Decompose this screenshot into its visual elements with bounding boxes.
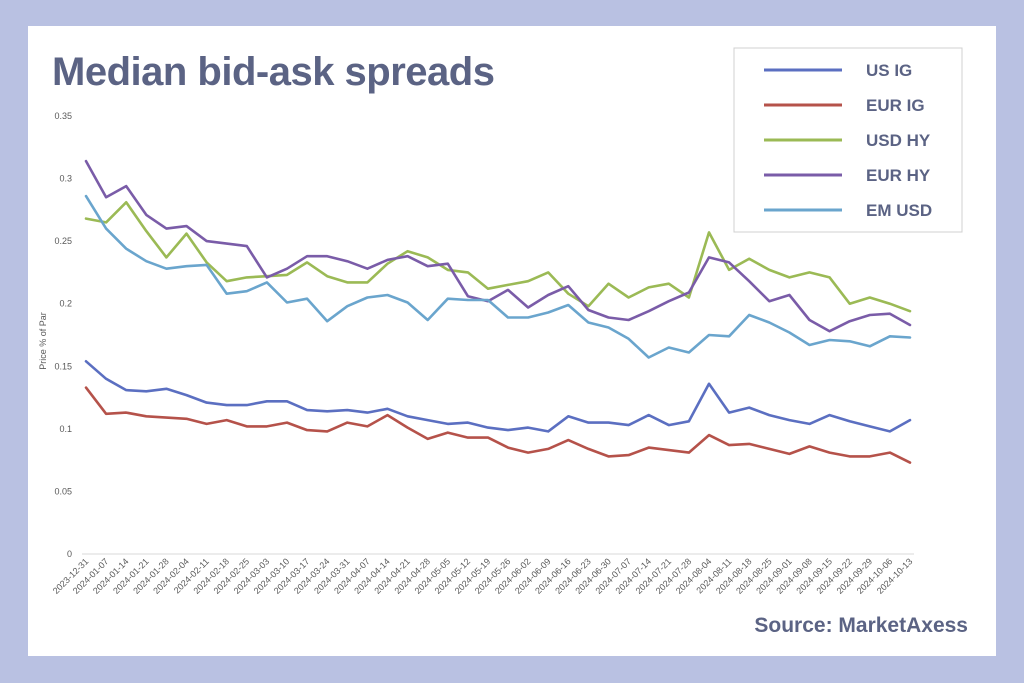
legend-label: EM USD — [866, 201, 932, 220]
chart-legend: US IG EUR IG USD HY EUR HY EM USD — [733, 47, 963, 233]
y-tick-label: 0.1 — [59, 424, 72, 434]
legend-label: US IG — [866, 61, 912, 80]
series-line-usd-hy — [84, 201, 912, 313]
y-tick-label: 0.05 — [54, 486, 72, 496]
y-tick-label: 0.35 — [54, 111, 72, 121]
legend-label: USD HY — [866, 131, 931, 150]
series-line-em-usd — [84, 194, 912, 359]
y-tick-label: 0.3 — [59, 174, 72, 184]
y-tick-label: 0 — [67, 549, 72, 559]
source-note: Source: MarketAxess — [754, 614, 968, 637]
y-tick-label: 0.2 — [59, 299, 72, 309]
chart-card: Median bid-ask spreads 0 0.05 0.1 0.15 0.2 0.… — [28, 26, 996, 656]
series-line-eur-ig — [84, 386, 912, 464]
series-line-eur-hy — [84, 159, 912, 333]
y-axis-label: Price % of Par — [38, 312, 48, 370]
y-tick-label: 0.25 — [54, 236, 72, 246]
series-line-us-ig — [84, 359, 912, 433]
page-title: Median bid-ask spreads — [52, 50, 495, 94]
legend-label: EUR HY — [866, 166, 931, 185]
chart-plot — [84, 159, 912, 464]
line-chart: 0 0.05 0.1 0.15 0.2 0.25 0.3 0.35 Price % of Par… — [38, 47, 963, 596]
legend-label: EUR IG — [866, 96, 925, 115]
y-tick-label: 0.15 — [54, 361, 72, 371]
